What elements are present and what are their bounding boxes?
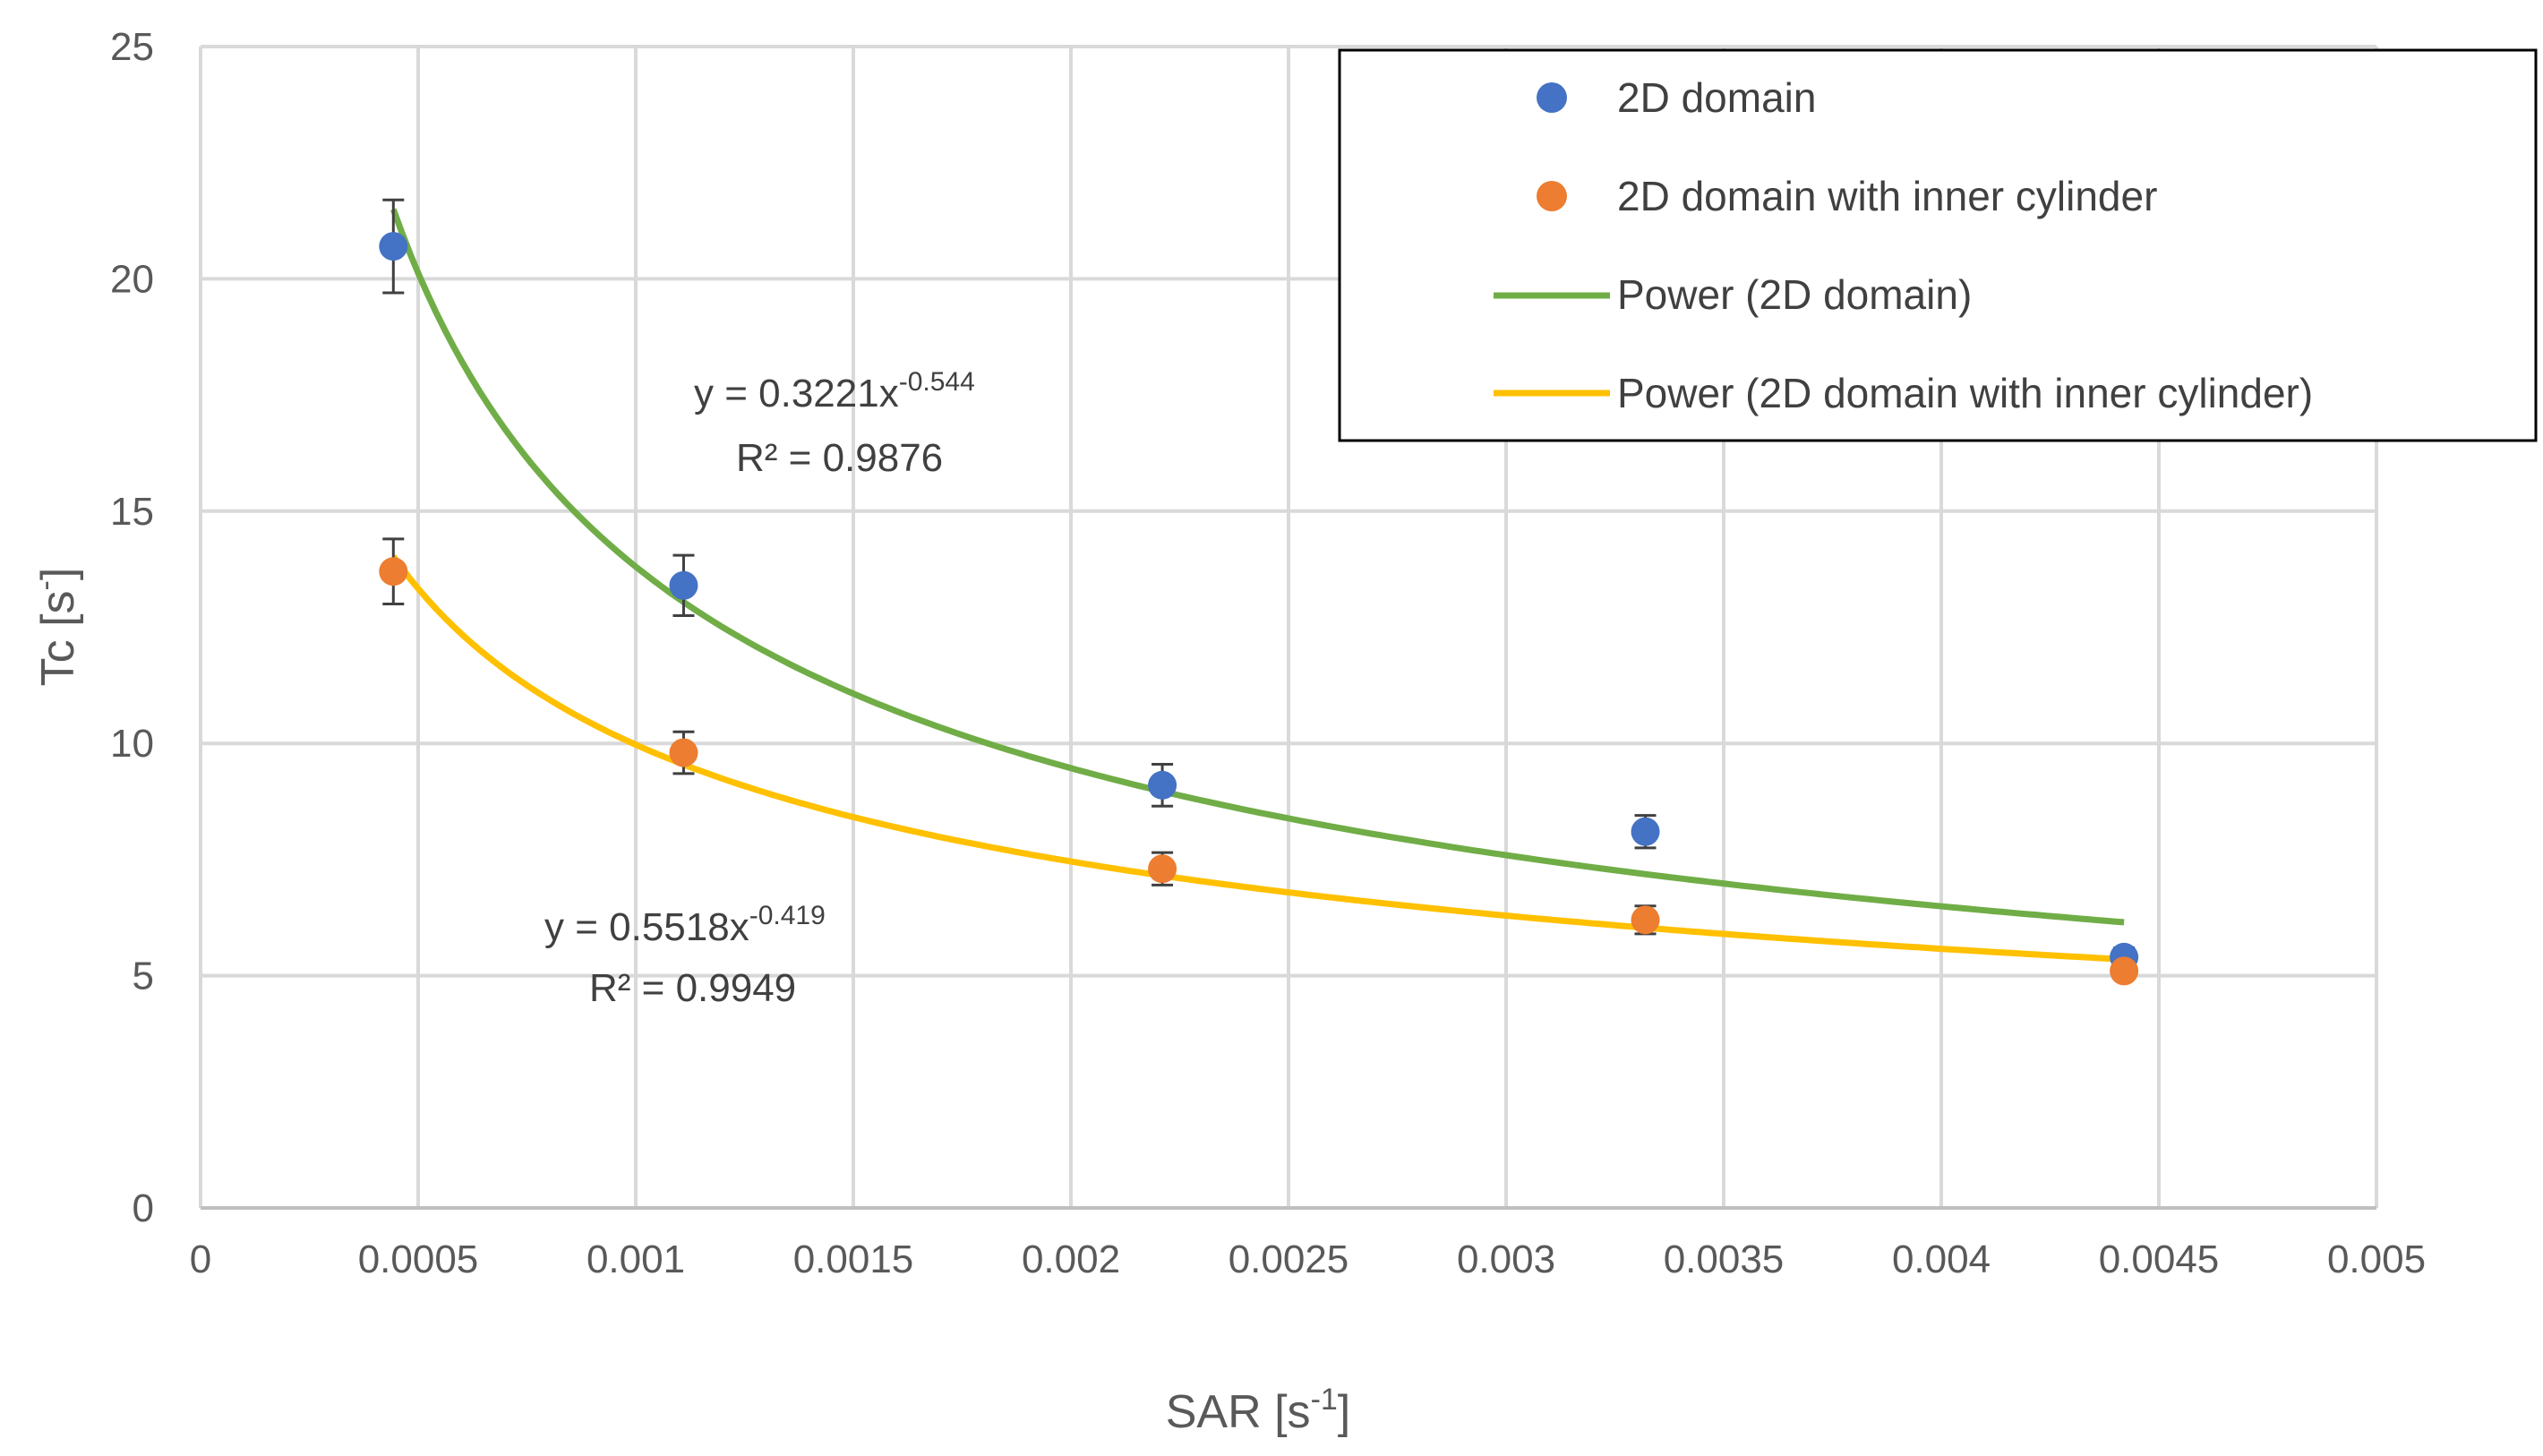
legend-box [1338,48,2538,442]
legend-label-power-inner-cylinder: Power (2D domain with inner cylinder) [1617,370,2313,416]
y-tick-label: 25 [110,25,154,69]
trend-eq-inner-cylinder: y = 0.5518x-0.419 [544,901,826,949]
x-tick-label: 0.005 [2327,1238,2426,1281]
y-tick-label: 5 [133,955,154,998]
trend-eq-2d-domain: y = 0.3221x-0.544 [694,367,975,415]
trend-r2-2d-domain: R² = 0.9876 [736,436,943,480]
data-point-series-0 [669,570,698,600]
x-tick-label: 0.001 [587,1238,685,1281]
data-point-series-1 [669,738,698,767]
data-point-series-1 [2110,956,2139,986]
y-tick-label: 10 [110,722,154,766]
data-points [379,232,2139,986]
data-point-series-1 [379,557,408,587]
x-tick-label: 0 [190,1238,211,1281]
data-point-series-0 [379,232,408,261]
legend-marker-inner-cylinder [1537,181,1567,211]
x-tick-label: 0.0015 [793,1238,914,1281]
x-tick-label: 0.002 [1022,1238,1120,1281]
x-tick-label: 0.0025 [1229,1238,1349,1281]
legend: 2D domain 2D domain with inner cylinder … [1338,48,2538,442]
trend-r2-inner-cylinder: R² = 0.9949 [589,966,796,1010]
legend-label-power-2d-domain: Power (2D domain) [1617,271,1972,318]
data-point-series-1 [1631,905,1660,935]
legend-label-inner-cylinder: 2D domain with inner cylinder [1617,173,2157,219]
data-point-series-1 [1148,854,1177,884]
data-point-series-0 [1631,817,1660,846]
x-tick-label: 0.0045 [2099,1238,2220,1281]
trendline-0 [390,208,2125,926]
axes [199,47,2376,1210]
x-tick-label: 0.003 [1457,1238,1555,1281]
x-tick-label: 0.0035 [1664,1238,1785,1281]
tick-labels: 0 0.0005 0.001 0.0015 0.002 0.0025 0.003 0.0035… [110,25,2426,1281]
x-axis-title: SAR [s-1] [1166,1383,1351,1438]
y-tick-label: 15 [110,490,154,534]
y-tick-label: 20 [110,257,154,301]
data-point-series-0 [1148,770,1177,800]
legend-marker-2d-domain [1537,82,1567,113]
x-tick-label: 0.0005 [358,1238,479,1281]
y-tick-label: 0 [133,1186,154,1230]
y-axis-title: Tc [s-] [29,568,84,687]
legend-label-2d-domain: 2D domain [1617,74,1816,121]
x-tick-label: 0.004 [1892,1238,1991,1281]
